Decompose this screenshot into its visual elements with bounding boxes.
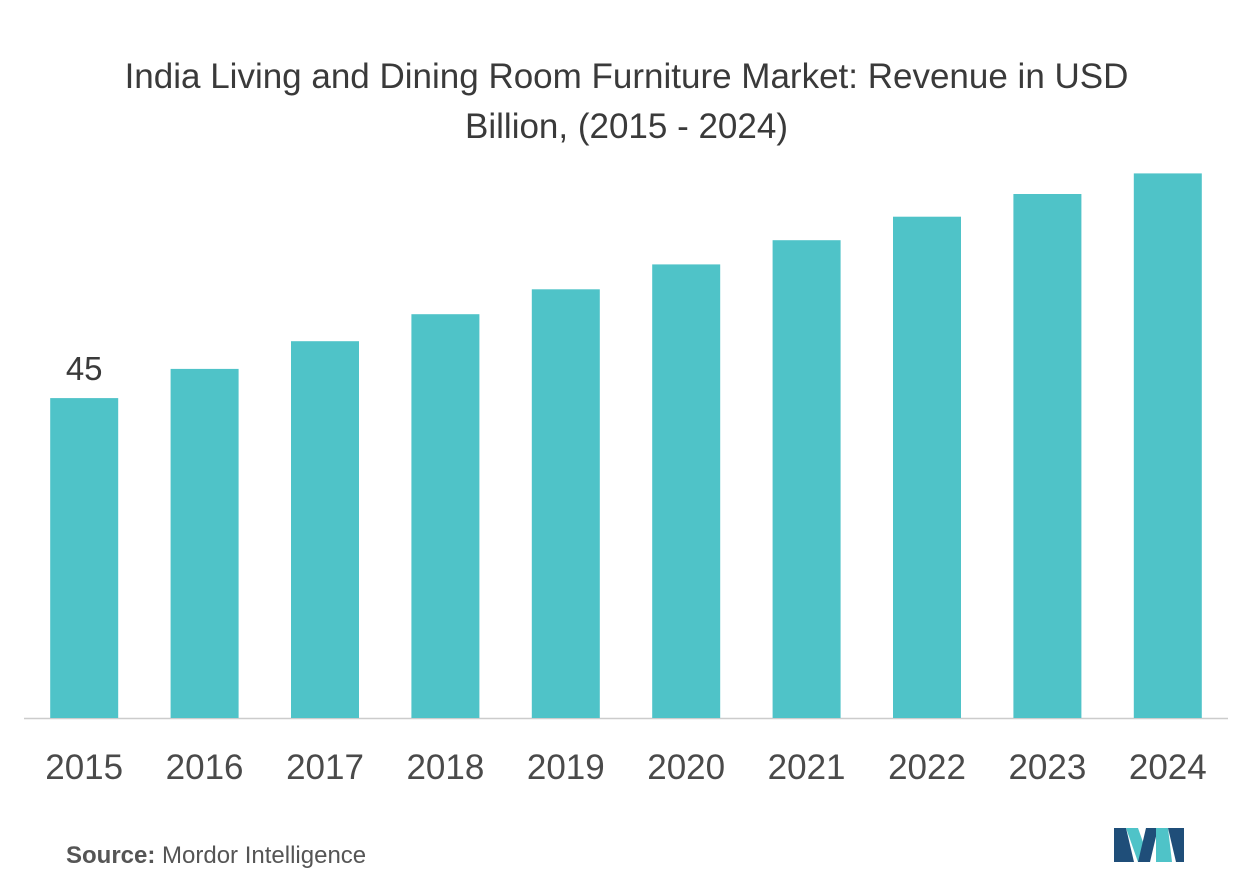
bar-2024 <box>1133 173 1202 718</box>
x-tick-label-2022: 2022 <box>888 748 966 787</box>
bar-2022 <box>893 216 961 718</box>
mordor-intelligence-logo-icon <box>1114 828 1184 862</box>
chart-title: India Living and Dining Room Furniture M… <box>124 57 1129 146</box>
data-label-2015: 45 <box>66 350 103 387</box>
source-label: Source: <box>66 842 156 869</box>
x-tick-label-2019: 2019 <box>527 748 605 787</box>
x-tick-label-2016: 2016 <box>166 748 244 787</box>
x-tick-label-2020: 2020 <box>647 748 725 787</box>
x-tick-label-2018: 2018 <box>406 748 484 787</box>
bar-2019 <box>531 289 600 718</box>
bar-2020 <box>652 264 721 718</box>
x-tick-label-2017: 2017 <box>286 748 364 787</box>
x-tick-label-2021: 2021 <box>768 748 846 787</box>
bar-2021 <box>772 240 841 718</box>
x-tick-label-2024: 2024 <box>1129 748 1207 787</box>
bar-2023 <box>1013 194 1082 718</box>
bar-2016 <box>170 368 239 718</box>
source-text: Mordor Intelligence <box>162 842 367 869</box>
bar-2018 <box>411 314 480 718</box>
x-tick-label-2023: 2023 <box>1008 748 1086 787</box>
source-note: Source: Mordor Intelligence <box>66 842 366 870</box>
bar-2015 <box>50 398 119 718</box>
x-tick-label-2015: 2015 <box>45 748 123 787</box>
bar-2017 <box>291 341 359 718</box>
